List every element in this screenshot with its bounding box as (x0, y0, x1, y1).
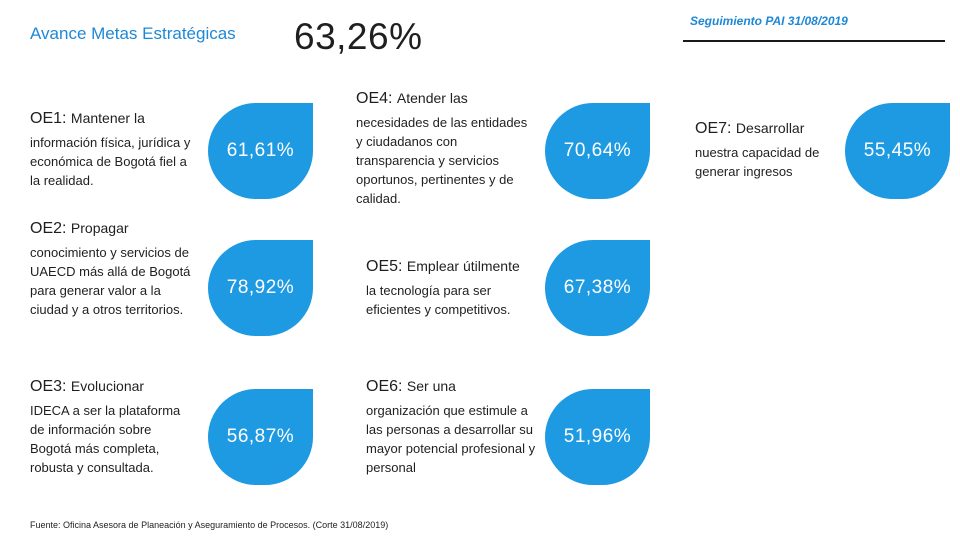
objective-oe4: OE4: Atender las necesidades de las enti… (356, 88, 531, 208)
objective-oe5: OE5: Emplear útilmente la tecnología par… (366, 256, 536, 319)
objective-code: OE6: (366, 378, 403, 395)
objective-code: OE1: (30, 110, 67, 127)
objective-lead: Evolucionar (70, 378, 145, 394)
objective-lead: Mantener la (70, 110, 145, 126)
objective-description: información física, jurídica y económica… (30, 135, 191, 188)
progress-badge-oe5: 67,38% (545, 240, 650, 336)
objective-lead: Atender las (396, 90, 468, 106)
objective-description: la tecnología para ser eficientes y comp… (366, 283, 511, 317)
progress-badge-oe1: 61,61% (208, 103, 313, 199)
objective-code: OE7: (695, 120, 732, 137)
objective-lead: Emplear útilmente (406, 258, 520, 274)
header-divider (683, 40, 945, 42)
page-title: Avance Metas Estratégicas (30, 24, 236, 43)
overall-progress-value: 63,26% (294, 16, 423, 57)
objective-oe2: OE2: Propagar conocimiento y servicios d… (30, 218, 195, 319)
objective-lead: Desarrollar (735, 120, 805, 136)
objective-description: conocimiento y servicios de UAECD más al… (30, 245, 191, 317)
progress-badge-oe7: 55,45% (845, 103, 950, 199)
progress-badge-oe2: 78,92% (208, 240, 313, 336)
objective-code: OE2: (30, 220, 67, 237)
objective-code: OE4: (356, 90, 393, 107)
objective-code: OE5: (366, 258, 403, 275)
objective-description: IDECA a ser la plataforma de información… (30, 403, 181, 475)
objective-description: necesidades de las entidades y ciudadano… (356, 115, 528, 206)
progress-badge-oe6: 51,96% (545, 389, 650, 485)
objective-description: nuestra capacidad de generar ingresos (695, 145, 820, 179)
objective-oe6: OE6: Ser una organización que estimule a… (366, 376, 541, 477)
tracking-date-label: Seguimiento PAI 31/08/2019 (690, 14, 848, 28)
progress-badge-oe3: 56,87% (208, 389, 313, 485)
objective-description: organización que estimule a las personas… (366, 403, 536, 475)
objective-lead: Ser una (406, 378, 456, 394)
source-footnote: Fuente: Oficina Asesora de Planeación y … (30, 520, 389, 530)
objective-lead: Propagar (70, 220, 129, 236)
objective-oe7: OE7: Desarrollar nuestra capacidad de ge… (695, 118, 845, 181)
objective-oe1: OE1: Mantener la información física, jur… (30, 108, 195, 190)
objective-oe3: OE3: Evolucionar IDECA a ser la platafor… (30, 376, 190, 477)
objective-code: OE3: (30, 378, 67, 395)
progress-badge-oe4: 70,64% (545, 103, 650, 199)
